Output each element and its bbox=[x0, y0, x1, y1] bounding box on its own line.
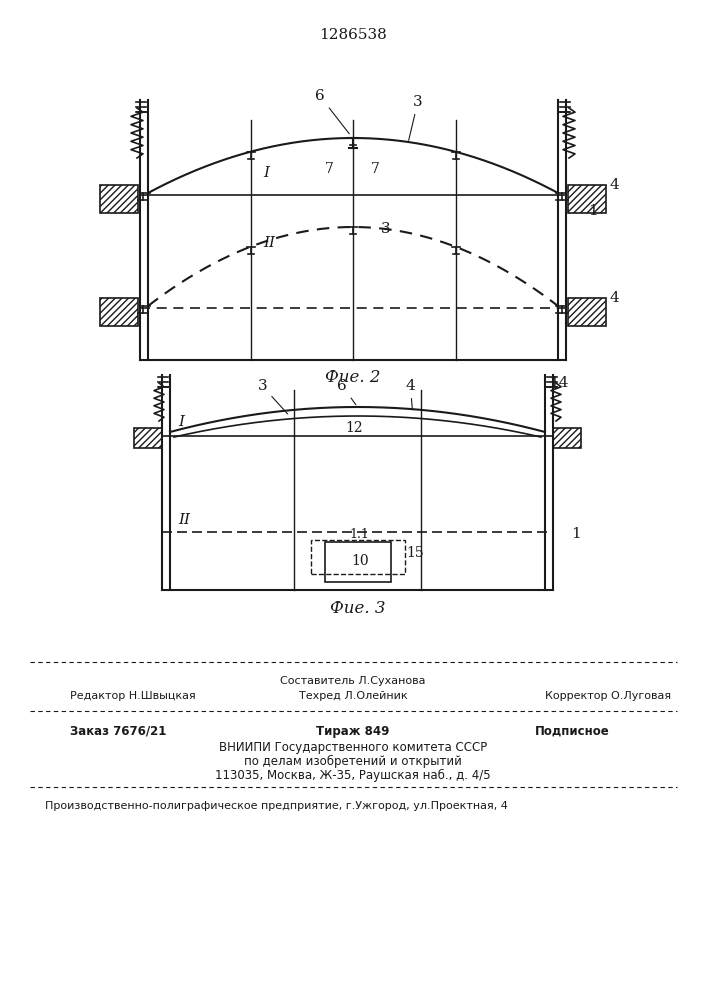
Text: 4: 4 bbox=[406, 379, 415, 408]
Text: 1: 1 bbox=[571, 527, 580, 541]
Text: 12: 12 bbox=[346, 421, 363, 435]
Text: I: I bbox=[263, 166, 269, 180]
Bar bbox=[100, 298, 138, 326]
Text: Тираж 849: Тираж 849 bbox=[316, 725, 390, 738]
Text: 3: 3 bbox=[409, 95, 423, 140]
Text: 1286538: 1286538 bbox=[319, 28, 387, 42]
Text: Заказ 7676/21: Заказ 7676/21 bbox=[70, 725, 166, 738]
Text: 1: 1 bbox=[588, 204, 597, 218]
Text: II: II bbox=[263, 236, 275, 250]
Text: 7: 7 bbox=[371, 162, 380, 176]
Text: Подписное: Подписное bbox=[535, 725, 609, 738]
Bar bbox=[568, 185, 606, 213]
Text: 14: 14 bbox=[549, 376, 568, 390]
Text: 113035, Москва, Ж-35, Раушская наб., д. 4/5: 113035, Москва, Ж-35, Раушская наб., д. … bbox=[215, 769, 491, 782]
Text: по делам изобретений и открытий: по делам изобретений и открытий bbox=[244, 755, 462, 768]
Text: 4: 4 bbox=[609, 291, 619, 305]
Text: 1.1: 1.1 bbox=[349, 528, 369, 541]
Text: 6: 6 bbox=[315, 89, 349, 134]
Text: 4: 4 bbox=[609, 178, 619, 192]
Text: 10: 10 bbox=[351, 554, 369, 568]
Text: Фие. 2: Фие. 2 bbox=[325, 369, 381, 386]
Text: II: II bbox=[178, 513, 190, 527]
Text: Производственно-полиграфическое предприятие, г.Ужгород, ул.Проектная, 4: Производственно-полиграфическое предприя… bbox=[45, 801, 508, 811]
Text: 3: 3 bbox=[381, 222, 391, 236]
Bar bbox=[310, 540, 404, 574]
Text: 7: 7 bbox=[325, 162, 334, 176]
Text: I: I bbox=[178, 415, 184, 429]
Text: Техред Л.Олейник: Техред Л.Олейник bbox=[298, 691, 407, 701]
Bar bbox=[553, 428, 581, 448]
Text: 15: 15 bbox=[407, 546, 424, 560]
Bar bbox=[568, 298, 606, 326]
Text: Составитель Л.Суханова: Составитель Л.Суханова bbox=[280, 676, 426, 686]
Text: Редактор Н.Швыцкая: Редактор Н.Швыцкая bbox=[70, 691, 196, 701]
Bar bbox=[100, 185, 138, 213]
Text: 3: 3 bbox=[257, 379, 288, 414]
Bar bbox=[325, 542, 390, 582]
Text: ВНИИПИ Государственного комитета СССР: ВНИИПИ Государственного комитета СССР bbox=[219, 741, 487, 754]
Bar bbox=[134, 428, 162, 448]
Text: Корректор О.Луговая: Корректор О.Луговая bbox=[545, 691, 671, 701]
Text: Фие. 3: Фие. 3 bbox=[329, 600, 385, 617]
Text: 6: 6 bbox=[337, 379, 356, 405]
